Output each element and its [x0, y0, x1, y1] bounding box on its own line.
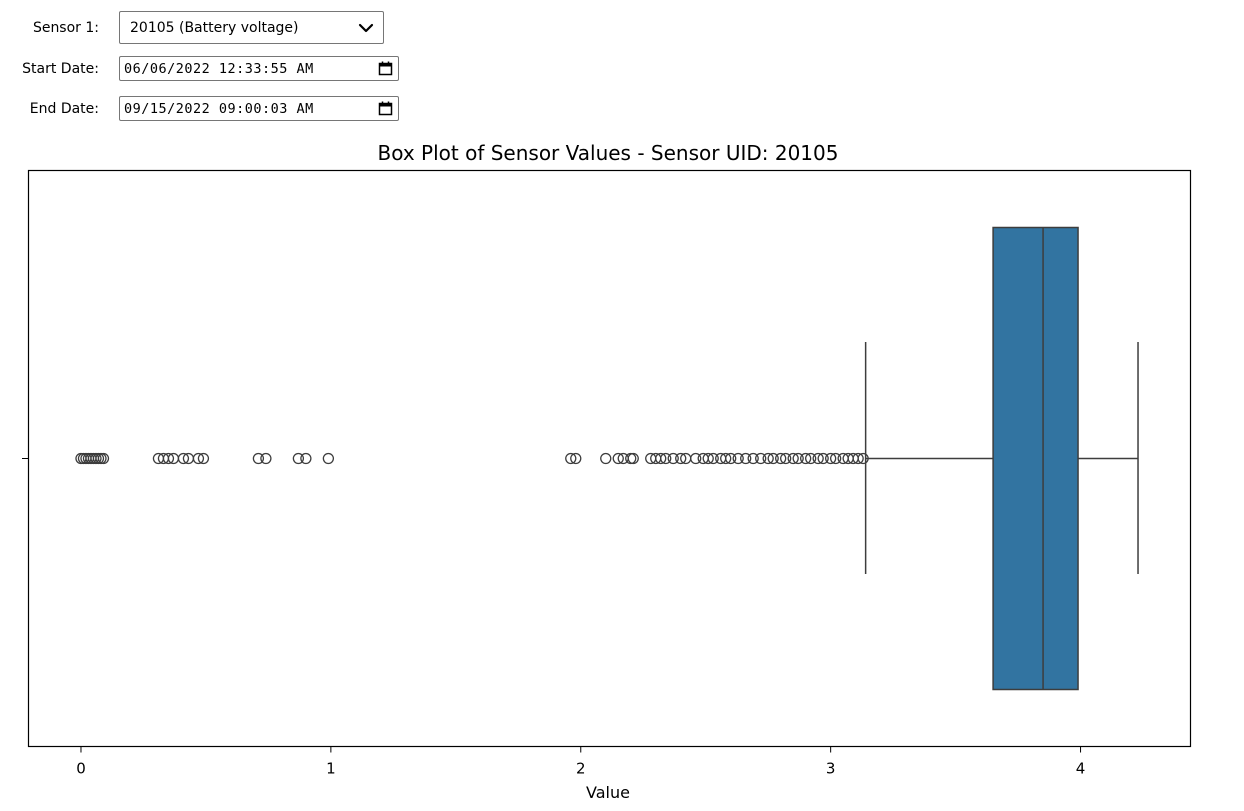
outlier-point [755, 452, 767, 465]
outlier-point [725, 452, 737, 465]
outlier-point [565, 452, 577, 465]
box-plot-chart: Box Plot of Sensor Values - Sensor UID: … [22, 141, 1192, 802]
outlier-point [627, 452, 639, 465]
x-tick-label: 2 [576, 760, 586, 778]
x-tick-label: 1 [326, 760, 336, 778]
outlier-point [792, 452, 804, 465]
end-date-label: End Date: [29, 100, 99, 117]
start-date-value: 06/06/2022 12:33:55 AM [124, 60, 314, 77]
outlier-point [600, 452, 612, 465]
outlier-point [570, 452, 582, 465]
end-date-value: 09/15/2022 09:00:03 AM [124, 100, 314, 117]
outlier-point [162, 452, 175, 465]
sensor-select[interactable]: 20105 (Battery voltage) [119, 11, 384, 44]
outlier-point [707, 452, 719, 465]
outlier-point [825, 452, 837, 465]
sensor-label: Sensor 1: [32, 19, 99, 36]
outlier-point [667, 452, 679, 465]
outlier-point [177, 452, 190, 465]
chart-title: Box Plot of Sensor Values - Sensor UID: … [378, 141, 839, 165]
end-date-input[interactable]: 09/15/2022 09:00:03 AM [119, 96, 399, 121]
outlier-point [817, 452, 829, 465]
outlier-point [780, 452, 792, 465]
iqr-box [992, 226, 1079, 691]
start-date-row: Start Date: [0, 56, 109, 81]
calendar-icon[interactable] [378, 101, 393, 116]
outlier-point [800, 452, 812, 465]
outlier-point [762, 452, 774, 465]
end-date-row: End Date: [0, 96, 109, 121]
outlier-point [857, 452, 869, 465]
outlier-point [747, 452, 759, 465]
outlier-point [830, 452, 842, 465]
x-tick-label: 3 [826, 760, 836, 778]
outlier-point [702, 452, 714, 465]
outlier-point [690, 452, 702, 465]
outlier-point [775, 452, 787, 465]
start-date-label: Start Date: [22, 60, 99, 77]
outlier-point [732, 452, 744, 465]
outlier-point [625, 452, 637, 465]
sensor-select-value: 20105 (Battery voltage) [130, 19, 299, 36]
sensor-row: Sensor 1: [0, 11, 109, 44]
chevron-down-icon [358, 23, 374, 33]
outlier-point [675, 452, 687, 465]
x-axis-label: Value [586, 783, 630, 802]
outlier-point [660, 452, 672, 465]
outlier-point [852, 452, 864, 465]
x-tick-label: 4 [1076, 760, 1086, 778]
outlier-point [655, 452, 667, 465]
outlier-point [612, 452, 624, 465]
outlier-point [787, 452, 799, 465]
outlier-point [812, 452, 824, 465]
outlier-point [252, 452, 265, 465]
outlier-point [740, 452, 752, 465]
x-tick-label: 0 [76, 760, 86, 778]
outlier-point [322, 452, 335, 465]
outlier-point [720, 452, 732, 465]
outlier-point [300, 452, 312, 465]
outlier-point [260, 452, 272, 465]
start-date-input[interactable]: 06/06/2022 12:33:55 AM [119, 56, 399, 81]
calendar-icon[interactable] [378, 61, 393, 76]
outlier-point [767, 452, 779, 465]
plot-frame [27, 169, 1192, 748]
outlier-point [805, 452, 817, 465]
outlier-point [97, 452, 110, 465]
outlier-point [192, 452, 205, 465]
outlier-point [292, 452, 305, 465]
outlier-point [197, 452, 210, 465]
